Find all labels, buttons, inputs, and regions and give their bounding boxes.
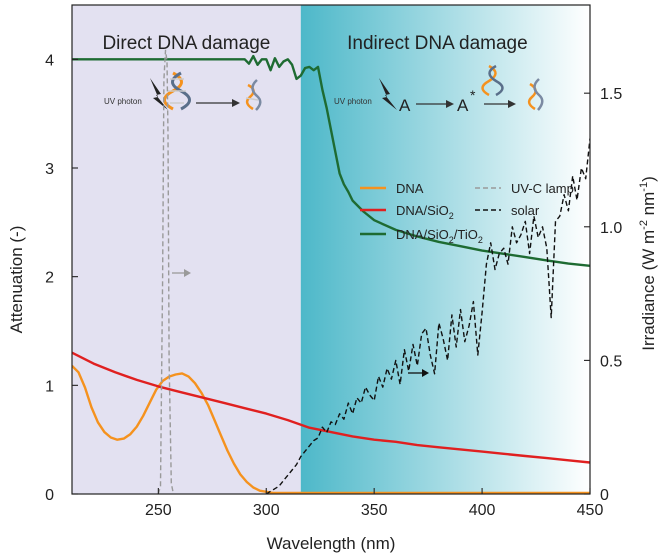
species-a-label: A (399, 96, 411, 115)
dna-helix-icon (163, 71, 191, 111)
plot-frame (71, 4, 591, 495)
y-left-tick-label: 1 (45, 378, 54, 395)
indirect-photon-label: UV photon (334, 97, 372, 106)
legend-label: solar (511, 203, 540, 218)
x-tick-label: 300 (253, 502, 280, 519)
lightning-bolt-icon (150, 78, 168, 110)
direct-damage-region (72, 5, 301, 494)
y-left-tick-label: 4 (45, 52, 54, 69)
y-left-axis-label: Attenuation (-) (7, 226, 26, 334)
x-tick-label: 250 (145, 502, 172, 519)
arrowhead-icon (508, 100, 516, 108)
y-right-tick-label: 0.5 (600, 353, 622, 370)
lightning-bolt-icon (379, 78, 397, 110)
uvc-axis-pointer (172, 269, 191, 277)
legend-label: DNA/SiO2/TiO2 (396, 227, 483, 245)
dna-helix-icon (481, 64, 504, 97)
damaged-dna-icon (245, 79, 262, 111)
direct-photon-label: UV photon (104, 97, 142, 106)
series-line-uv-c-lamp (157, 49, 175, 494)
legend-label: UV-C lamp (511, 181, 574, 196)
y-left-tick-label: 2 (45, 270, 54, 287)
solar-axis-pointer (408, 369, 429, 377)
species-excited-label: A (457, 96, 469, 115)
legend-label: DNA/SiO2 (396, 203, 454, 221)
series-line-dna-sio2 (72, 351, 590, 464)
series-line-dna (72, 364, 590, 494)
direct-damage-label: Direct DNA damage (102, 33, 270, 54)
legend: DNA DNA/SiO2 DNA/SiO2/TiO2 UV-C lamp solar (360, 181, 574, 245)
y-right-axis-label: Irradiance (W m-2 nm-1) (638, 176, 658, 351)
excited-mark: * (470, 87, 476, 103)
x-axis-label: Wavelength (nm) (267, 534, 396, 553)
y-left-tick-label: 3 (45, 161, 54, 178)
arrowhead-icon (232, 99, 240, 107)
x-tick-label: 450 (577, 502, 604, 519)
y-right-tick-label: 1.5 (600, 86, 622, 103)
indirect-damage-schematic: UV photon A A * (334, 64, 544, 115)
indirect-damage-label: Indirect DNA damage (347, 33, 528, 54)
series-line-dna-sio2-tio2 (72, 54, 590, 267)
y-right-tick-label: 0 (600, 487, 609, 504)
x-tick-label: 400 (469, 502, 496, 519)
indirect-damage-region (300, 5, 590, 494)
direct-damage-schematic: UV photon (104, 71, 262, 111)
y-right-tick-label: 1.0 (600, 220, 622, 237)
legend-label: DNA (396, 181, 424, 196)
x-tick-label: 350 (361, 502, 388, 519)
series-line-solar (265, 138, 590, 494)
arrowhead-icon (446, 100, 454, 108)
damaged-dna-icon (527, 78, 544, 111)
y-left-tick-label: 0 (45, 487, 54, 504)
